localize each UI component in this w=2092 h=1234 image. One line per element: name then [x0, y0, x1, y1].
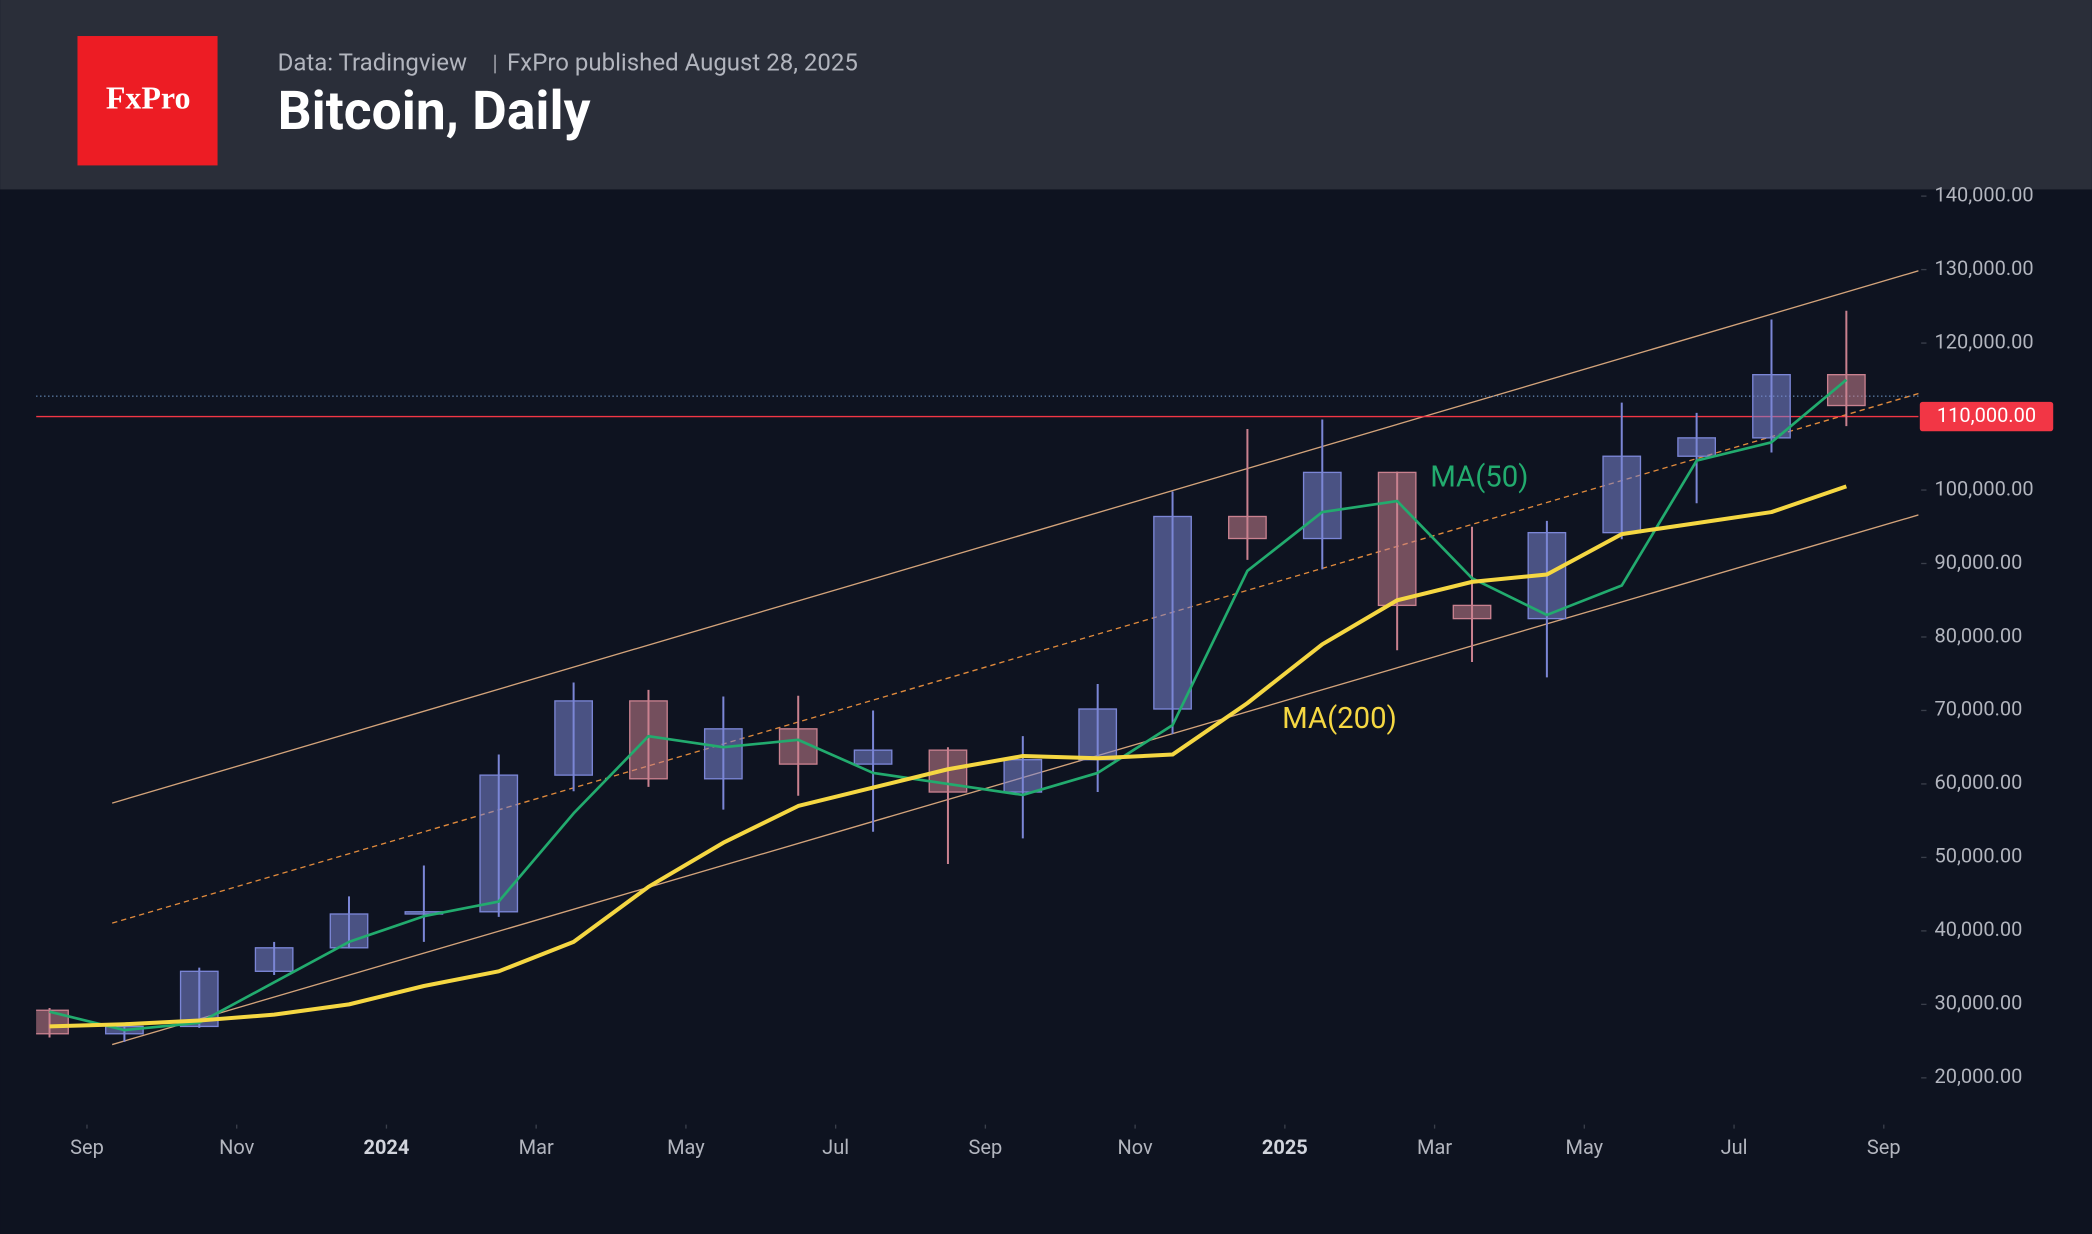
candle-body: [1302, 471, 1342, 540]
ma50-label: MA(50): [1430, 461, 1528, 495]
y-tick-label: 120,000.00: [1934, 329, 2033, 353]
candle-body: [703, 728, 743, 780]
candle-body: [1377, 471, 1417, 607]
candle-body: [554, 700, 593, 776]
x-tick-label: Mar: [519, 1135, 554, 1159]
logo-text: FxPro: [106, 80, 191, 116]
ma-line: [49, 378, 1848, 1032]
candle-body: [629, 700, 668, 780]
y-tick-label: 20,000.00: [1934, 1064, 2022, 1088]
ma-line: [49, 484, 1848, 1029]
y-tick-label: 70,000.00: [1934, 697, 2022, 721]
candle-body: [1078, 708, 1118, 761]
ma200-label: MA(200): [1282, 702, 1397, 736]
candle-body: [853, 749, 893, 765]
candle-body: [1003, 759, 1043, 793]
candle-body: [1153, 515, 1192, 710]
y-tick-label: 130,000.00: [1934, 256, 2033, 280]
y-tick-label: 100,000.00: [1934, 476, 2033, 500]
header: [0, 0, 2092, 190]
x-tick-label: Mar: [1417, 1135, 1452, 1159]
x-tick-label: Jul: [1721, 1135, 1748, 1159]
x-tick-label: Sep: [1867, 1135, 1901, 1159]
source: Data: Tradingview: [278, 48, 468, 76]
x-tick-label: Nov: [1118, 1135, 1154, 1159]
candle-body: [479, 774, 519, 913]
y-tick-label: 140,000.00: [1934, 182, 2033, 206]
candle-body: [1602, 455, 1642, 534]
candle-body: [1228, 515, 1267, 540]
y-tick-label: 90,000.00: [1934, 550, 2022, 574]
y-tick-label: 80,000.00: [1934, 623, 2022, 647]
y-tick-label: 40,000.00: [1934, 917, 2022, 941]
candle-body: [329, 913, 369, 949]
x-tick-label: Nov: [219, 1135, 255, 1159]
candle-body: [254, 947, 294, 972]
price-line-label: 110,000.00: [1937, 403, 2036, 427]
logo: [77, 36, 218, 166]
x-tick-label: 2024: [363, 1135, 409, 1159]
candle-body: [1677, 437, 1717, 457]
x-tick-label: May: [1565, 1135, 1603, 1159]
plot: [36, 310, 1919, 1042]
publisher: FxPro published August 28, 2025: [507, 48, 858, 76]
x-tick-label: 2025: [1262, 1135, 1308, 1159]
x-tick-label: Sep: [969, 1135, 1003, 1159]
chart-title: Bitcoin, Daily: [278, 80, 591, 143]
x-tick-label: May: [667, 1135, 705, 1159]
price-line-box: [1919, 401, 2054, 432]
channel-upper: [111, 270, 1919, 804]
candle-body: [1752, 374, 1791, 439]
y-tick-label: 50,000.00: [1934, 844, 2022, 868]
y-tick-label: 60,000.00: [1934, 770, 2022, 794]
y-tick-label: 30,000.00: [1934, 991, 2022, 1015]
x-tick-label: Jul: [822, 1135, 849, 1159]
candle-body: [1452, 604, 1492, 620]
x-tick-label: Sep: [70, 1135, 104, 1159]
